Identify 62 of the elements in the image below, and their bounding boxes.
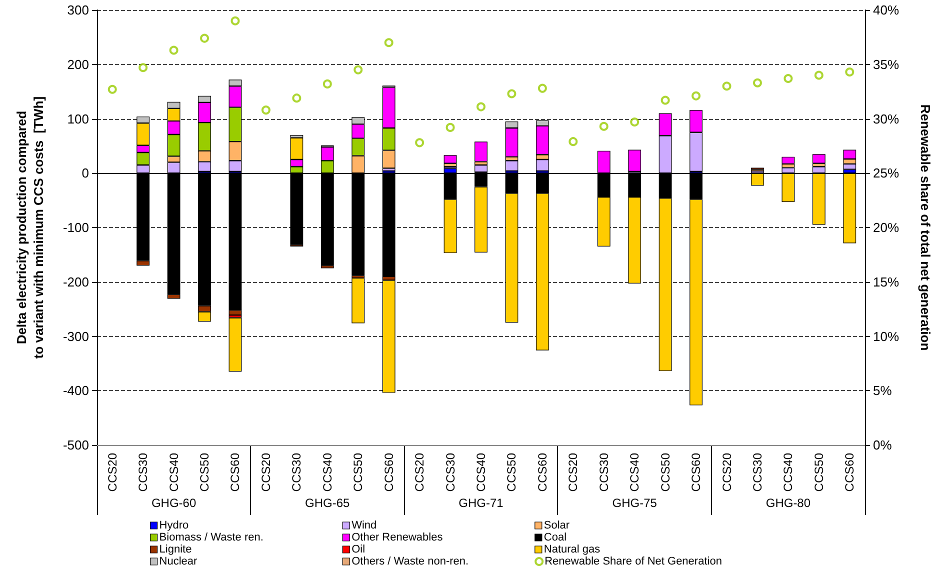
x-tick-label: CCS20 [720,452,734,492]
y2-tick-label: 5% [873,383,892,398]
y2-tick-label: 0% [873,438,892,452]
x-tick-label: CCS40 [781,452,796,492]
legend-label: Others / Waste non-ren. [352,556,469,568]
y-axis-title: Delta electricity production compared to variant with minimum CCS costs [TWh] [14,96,46,359]
x-tick-label: CCS30 [443,452,458,492]
text: GHG-75 [612,496,658,510]
y2-tick-label: 30% [873,111,900,126]
x-tick-label: CCS20 [258,452,273,492]
x-tick-label: CCS40 [320,452,334,492]
legend-label: Solar [544,520,570,532]
y-tick-label: -200 [62,274,89,290]
x-tick-label: CCS30 [290,452,304,492]
y-tick-label: -400 [62,383,89,398]
x-tick-label: CCS60 [689,452,704,492]
legend-label: Coal [544,532,567,544]
text: GHG-71 [458,496,504,510]
x-tick-label: CCS60 [382,452,396,492]
y2-tick-label: 10% [873,328,900,344]
y-tick-label: -500 [62,438,89,452]
x-tick-label: CCS50 [812,452,826,492]
y-tick-label: 200 [67,56,89,72]
y2-tick-label: 35% [873,56,900,72]
legend-label: Renewable Share of Net Generation [544,556,722,568]
legend-label: Oil [352,544,366,556]
legend-label: Nuclear [159,556,198,568]
y-tick-label: -300 [62,328,89,344]
text: GHG-80 [766,496,811,510]
y2-axis-title: Renewable share of total net generation [918,104,933,351]
x-tick-label: CCS40 [474,452,488,492]
x-tick-label: CCS20 [412,452,427,492]
y2-tick-label: 25% [873,166,900,181]
y-tick-label: 300 [67,2,89,18]
x-tick-label: CCS50 [658,452,672,492]
x-tick-label: CCS30 [596,452,611,492]
x-tick-label: CCS50 [351,452,366,492]
text: GHG-60 [151,496,196,510]
legend-label: Hydro [159,520,189,532]
x-tick-label: CCS30 [750,452,764,492]
x-tick-label: CCS20 [566,452,580,492]
y-tick-label: -100 [62,220,89,235]
legend-label: Lignite [159,544,192,556]
x-tick-label: CCS50 [504,452,519,492]
y2-tick-label: 40% [873,2,900,18]
x-tick-label: CCS60 [228,452,242,492]
legend-label: Other Renewables [352,532,444,544]
y-tick-label: 100 [67,111,89,126]
text: GHG-65 [305,496,350,510]
x-tick-label: CCS60 [535,452,550,492]
y2-tick-label: 15% [873,274,900,290]
x-tick-label: CCS40 [166,452,181,492]
y2-tick-label: 20% [873,220,900,235]
x-tick-label: CCS60 [842,452,857,492]
legend-label: Wind [352,520,377,532]
x-tick-label: CCS20 [105,452,120,492]
x-tick-label: CCS50 [198,452,212,492]
x-tick-label: CCS30 [136,452,150,492]
y-tick-label: 0 [82,166,89,181]
legend-label: Natural gas [544,544,601,556]
x-tick-label: CCS40 [628,452,642,492]
legend-label: Biomass / Waste ren. [159,532,264,544]
